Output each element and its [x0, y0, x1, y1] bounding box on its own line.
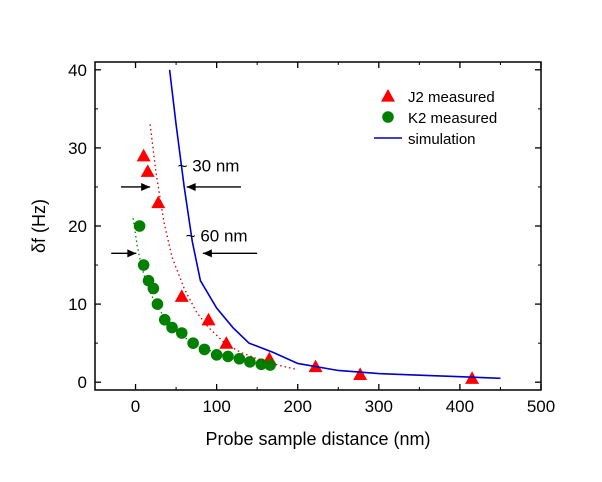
k2-point: [151, 298, 164, 310]
legend-label: J2 measured: [408, 89, 495, 106]
y-axis-title: δf (Hz): [29, 199, 49, 253]
k2-point: [233, 352, 246, 365]
k2-point: [166, 321, 178, 334]
annotation-arrowhead: [127, 249, 137, 258]
legend: J2 measured K2 measured simulation: [374, 89, 497, 148]
k2-point: [147, 282, 160, 295]
legend-circle-marker: [382, 111, 394, 123]
x-tick-label: 100: [202, 397, 230, 416]
j2-point: [136, 148, 151, 162]
axes: 0 100 200 300 400 500 0 10 20 30 40 Probe sample di…: [29, 61, 555, 449]
annotation-label: ~ 30 nm: [178, 156, 240, 175]
j2-point: [151, 195, 166, 209]
annotation-label: ~ 60 nm: [186, 227, 248, 246]
j2-point: [201, 312, 216, 326]
simulation-line: [168, 69, 501, 380]
x-tick-label: 0: [131, 397, 140, 416]
y-tick-label: 0: [78, 373, 87, 392]
annotation-arrowhead: [202, 249, 212, 258]
x-tick-label: 300: [365, 397, 393, 416]
x-tick-label: 500: [527, 397, 555, 416]
legend-triangle-marker: [381, 89, 395, 102]
y-tick-label: 30: [68, 139, 87, 158]
fit-dotted-line: [149, 124, 298, 371]
j2-point: [219, 336, 234, 349]
annotation-arrowhead: [186, 182, 196, 191]
j2-point: [353, 367, 368, 380]
k2-point: [264, 359, 276, 371]
k2-point: [133, 220, 146, 232]
legend-label: simulation: [408, 131, 476, 148]
k2-point: [175, 327, 188, 339]
k2-point: [244, 356, 256, 368]
j2-point: [174, 289, 189, 302]
k2-point: [158, 313, 171, 326]
x-tick-label: 200: [284, 397, 312, 416]
y-tick-label: 10: [68, 295, 87, 314]
k2-point: [210, 349, 223, 361]
annotations: ~ 30 nm ~ 60 nm: [111, 156, 258, 258]
x-tick-label: 400: [446, 397, 474, 416]
annotation-arrowhead: [141, 182, 151, 191]
legend-label: K2 measured: [408, 110, 497, 127]
series-layer: [132, 69, 501, 384]
k2-point: [137, 259, 150, 271]
y-tick-label: 20: [68, 217, 87, 236]
k2-point: [198, 343, 211, 356]
y-tick-label: 40: [68, 61, 87, 80]
x-axis-title: Probe sample distance (nm): [205, 429, 430, 449]
j2-point: [140, 164, 155, 177]
